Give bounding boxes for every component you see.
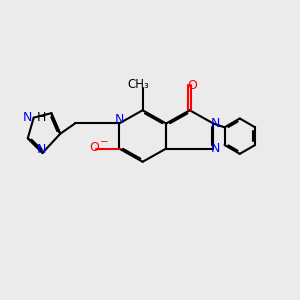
Text: N: N [211, 117, 220, 130]
Text: −: − [100, 137, 109, 147]
Text: CH₃: CH₃ [127, 77, 149, 91]
Text: N: N [36, 143, 46, 157]
Text: H: H [36, 111, 46, 124]
Text: O: O [187, 79, 197, 92]
Text: N: N [23, 111, 32, 124]
Text: N: N [211, 142, 220, 155]
Text: N: N [114, 113, 124, 127]
Text: O: O [89, 141, 99, 154]
